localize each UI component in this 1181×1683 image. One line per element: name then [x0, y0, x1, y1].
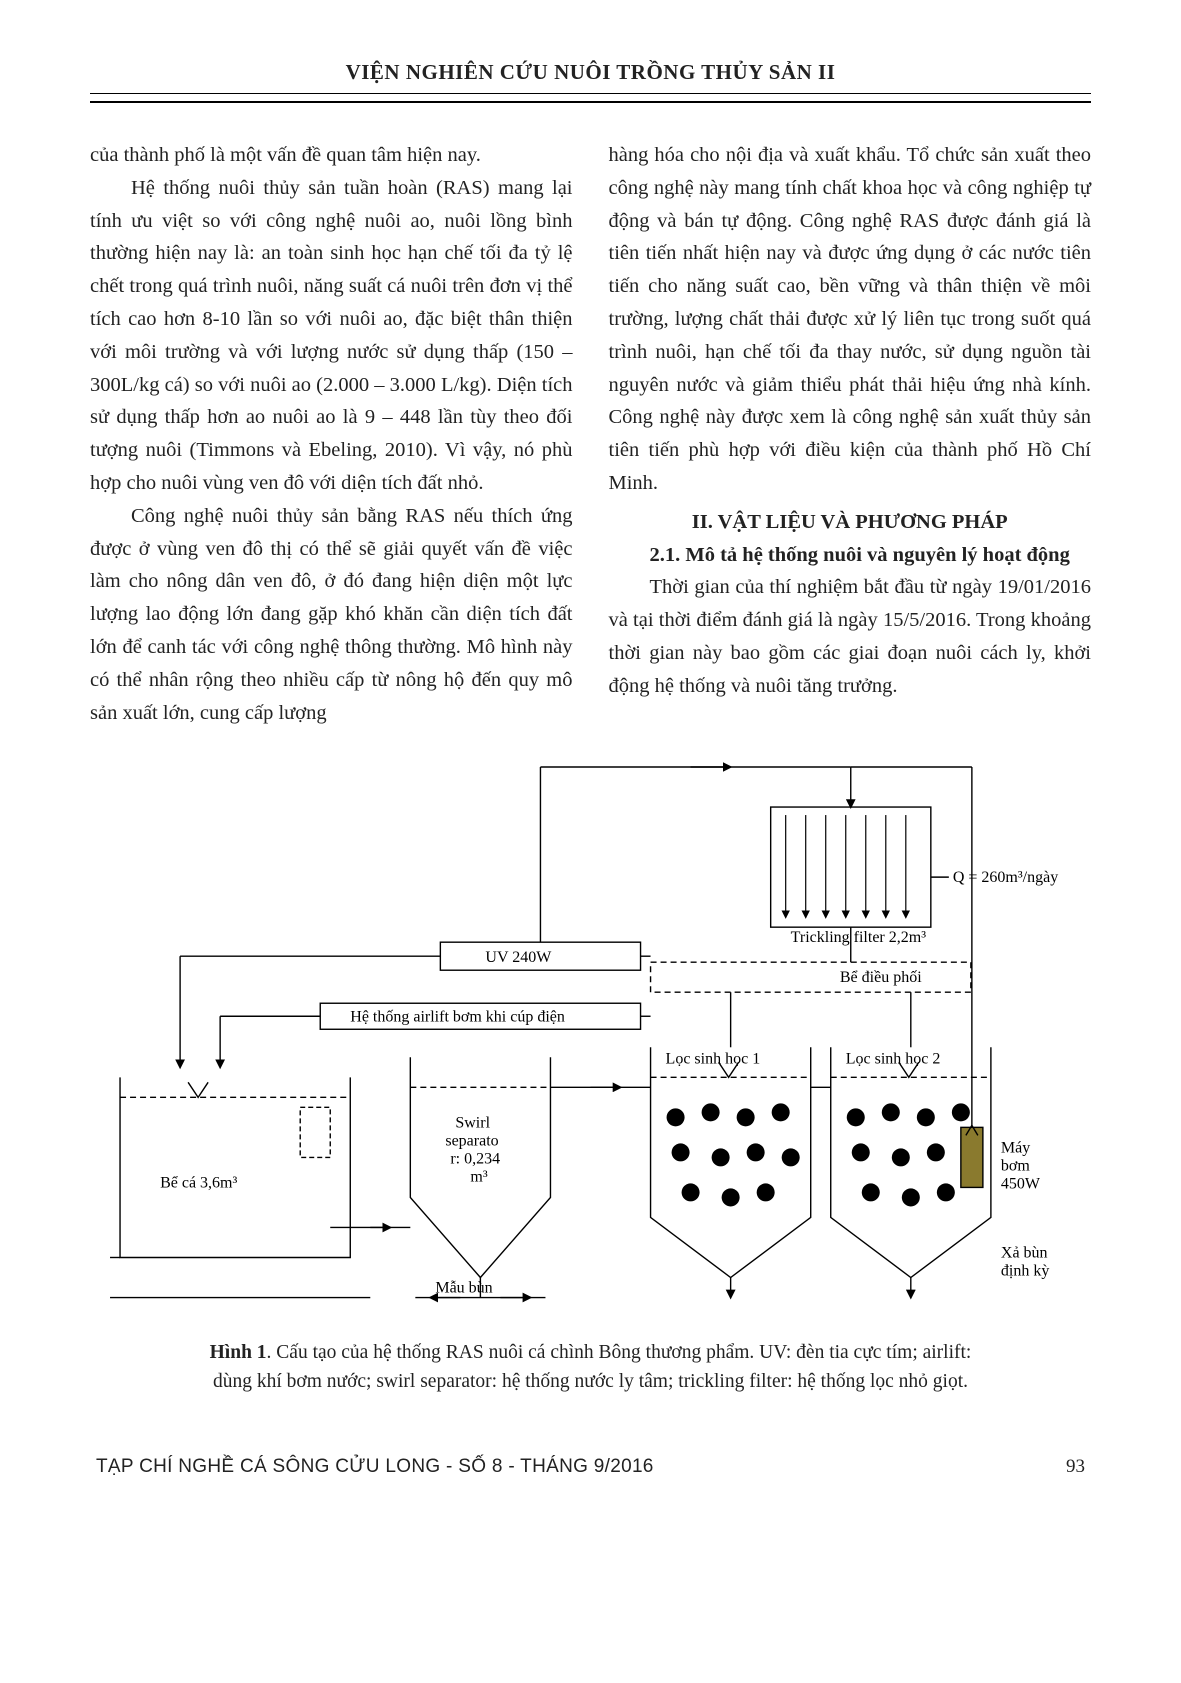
- footer-journal: TẠP CHÍ NGHỀ CÁ SÔNG CỬU LONG - SỐ 8 - T…: [96, 1456, 654, 1478]
- label-pump-1: Máy: [1001, 1140, 1030, 1157]
- label-swirl-2: separato: [445, 1133, 498, 1150]
- label-distribution: Bể điều phối: [840, 970, 922, 987]
- label-swirl-1: Swirl: [455, 1115, 490, 1132]
- label-swirl-3: r: 0,234: [450, 1151, 500, 1168]
- label-pump-2: bơm: [1001, 1158, 1030, 1175]
- page-header-title: VIỆN NGHIÊN CỨU NUÔI TRỒNG THỦY SẢN II: [90, 60, 1091, 93]
- label-trickling: Trickling filter 2,2m³: [791, 930, 927, 947]
- label-swirl-4: m³: [470, 1169, 487, 1186]
- para-l2: Hệ thống nuôi thủy sản tuần hoàn (RAS) m…: [90, 172, 573, 500]
- label-uv: UV 240W: [485, 950, 552, 967]
- label-drain-2: định kỳ: [1001, 1263, 1049, 1280]
- para-r2: Thời gian của thí nghiệm bắt đầu từ ngày…: [609, 571, 1092, 702]
- footer-page-number: 93: [1066, 1456, 1085, 1478]
- ras-diagram-svg: Q = 260m³/ngày UV 240W Trickling filter …: [90, 757, 1091, 1318]
- left-column: của thành phố là một vấn đề quan tâm hiệ…: [90, 139, 573, 729]
- caption-bold: Hình 1: [210, 1342, 267, 1363]
- figure-caption: Hình 1. Cấu tạo của hệ thống RAS nuôi cá…: [90, 1338, 1091, 1397]
- section-heading: II. VẬT LIỆU VÀ PHƯƠNG PHÁP: [609, 506, 1092, 539]
- body-columns: của thành phố là một vấn đề quan tâm hiệ…: [90, 139, 1091, 729]
- label-airlift: Hệ thống airlift bơm khi cúp điện: [350, 1009, 565, 1026]
- label-pump-3: 450W: [1001, 1176, 1041, 1193]
- para-l1: của thành phố là một vấn đề quan tâm hiệ…: [90, 139, 573, 172]
- label-bio2: Lọc sinh học 2: [846, 1051, 941, 1068]
- label-q: Q = 260m³/ngày: [953, 869, 1058, 886]
- right-column: hàng hóa cho nội địa và xuất khẩu. Tổ ch…: [609, 139, 1092, 729]
- label-tank: Bể cá 3,6m³: [160, 1175, 237, 1192]
- label-drain-1: Xả bùn: [1001, 1245, 1048, 1262]
- figure-1: Q = 260m³/ngày UV 240W Trickling filter …: [90, 757, 1091, 1318]
- label-sludge: Mẫu bùn: [435, 1280, 492, 1297]
- header-rule: [90, 93, 1091, 103]
- caption-l1: . Cấu tạo của hệ thống RAS nuôi cá chình…: [267, 1342, 972, 1363]
- para-l3: Công nghệ nuôi thủy sản bằng RAS nếu thí…: [90, 500, 573, 730]
- label-bio1: Lọc sinh học 1: [666, 1051, 761, 1068]
- page-footer: TẠP CHÍ NGHỀ CÁ SÔNG CỬU LONG - SỐ 8 - T…: [90, 1456, 1091, 1478]
- subsection-heading: 2.1. Mô tả hệ thống nuôi và nguyên lý ho…: [609, 539, 1092, 572]
- caption-l2: dùng khí bơm nước; swirl separator: hệ t…: [213, 1371, 968, 1392]
- para-r1: hàng hóa cho nội địa và xuất khẩu. Tổ ch…: [609, 139, 1092, 500]
